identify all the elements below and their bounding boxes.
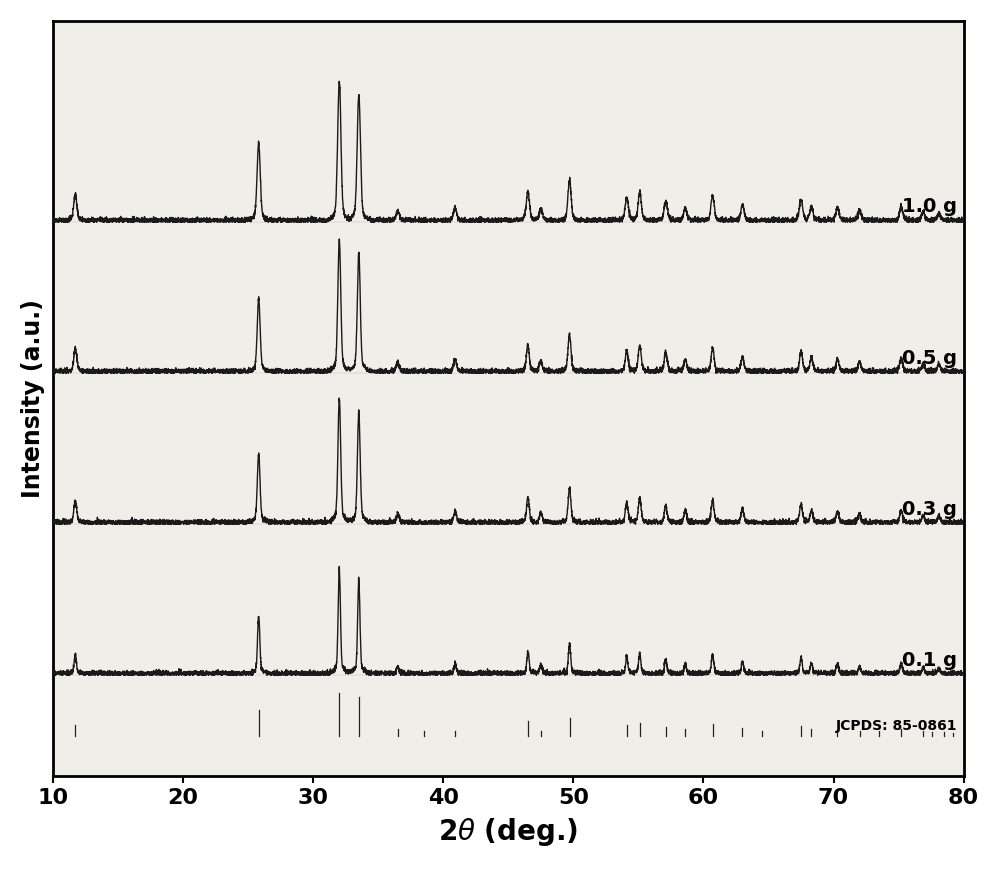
- Y-axis label: Intensity (a.u.): Intensity (a.u.): [21, 299, 45, 498]
- Text: JCPDS: 85-0861: JCPDS: 85-0861: [836, 719, 957, 733]
- X-axis label: 2$\theta$ (deg.): 2$\theta$ (deg.): [438, 816, 578, 848]
- Text: 0.3 g: 0.3 g: [902, 500, 957, 519]
- Text: 0.5 g: 0.5 g: [902, 348, 957, 368]
- Text: 0.1 g: 0.1 g: [902, 651, 957, 670]
- Text: 1.0 g: 1.0 g: [902, 197, 957, 216]
